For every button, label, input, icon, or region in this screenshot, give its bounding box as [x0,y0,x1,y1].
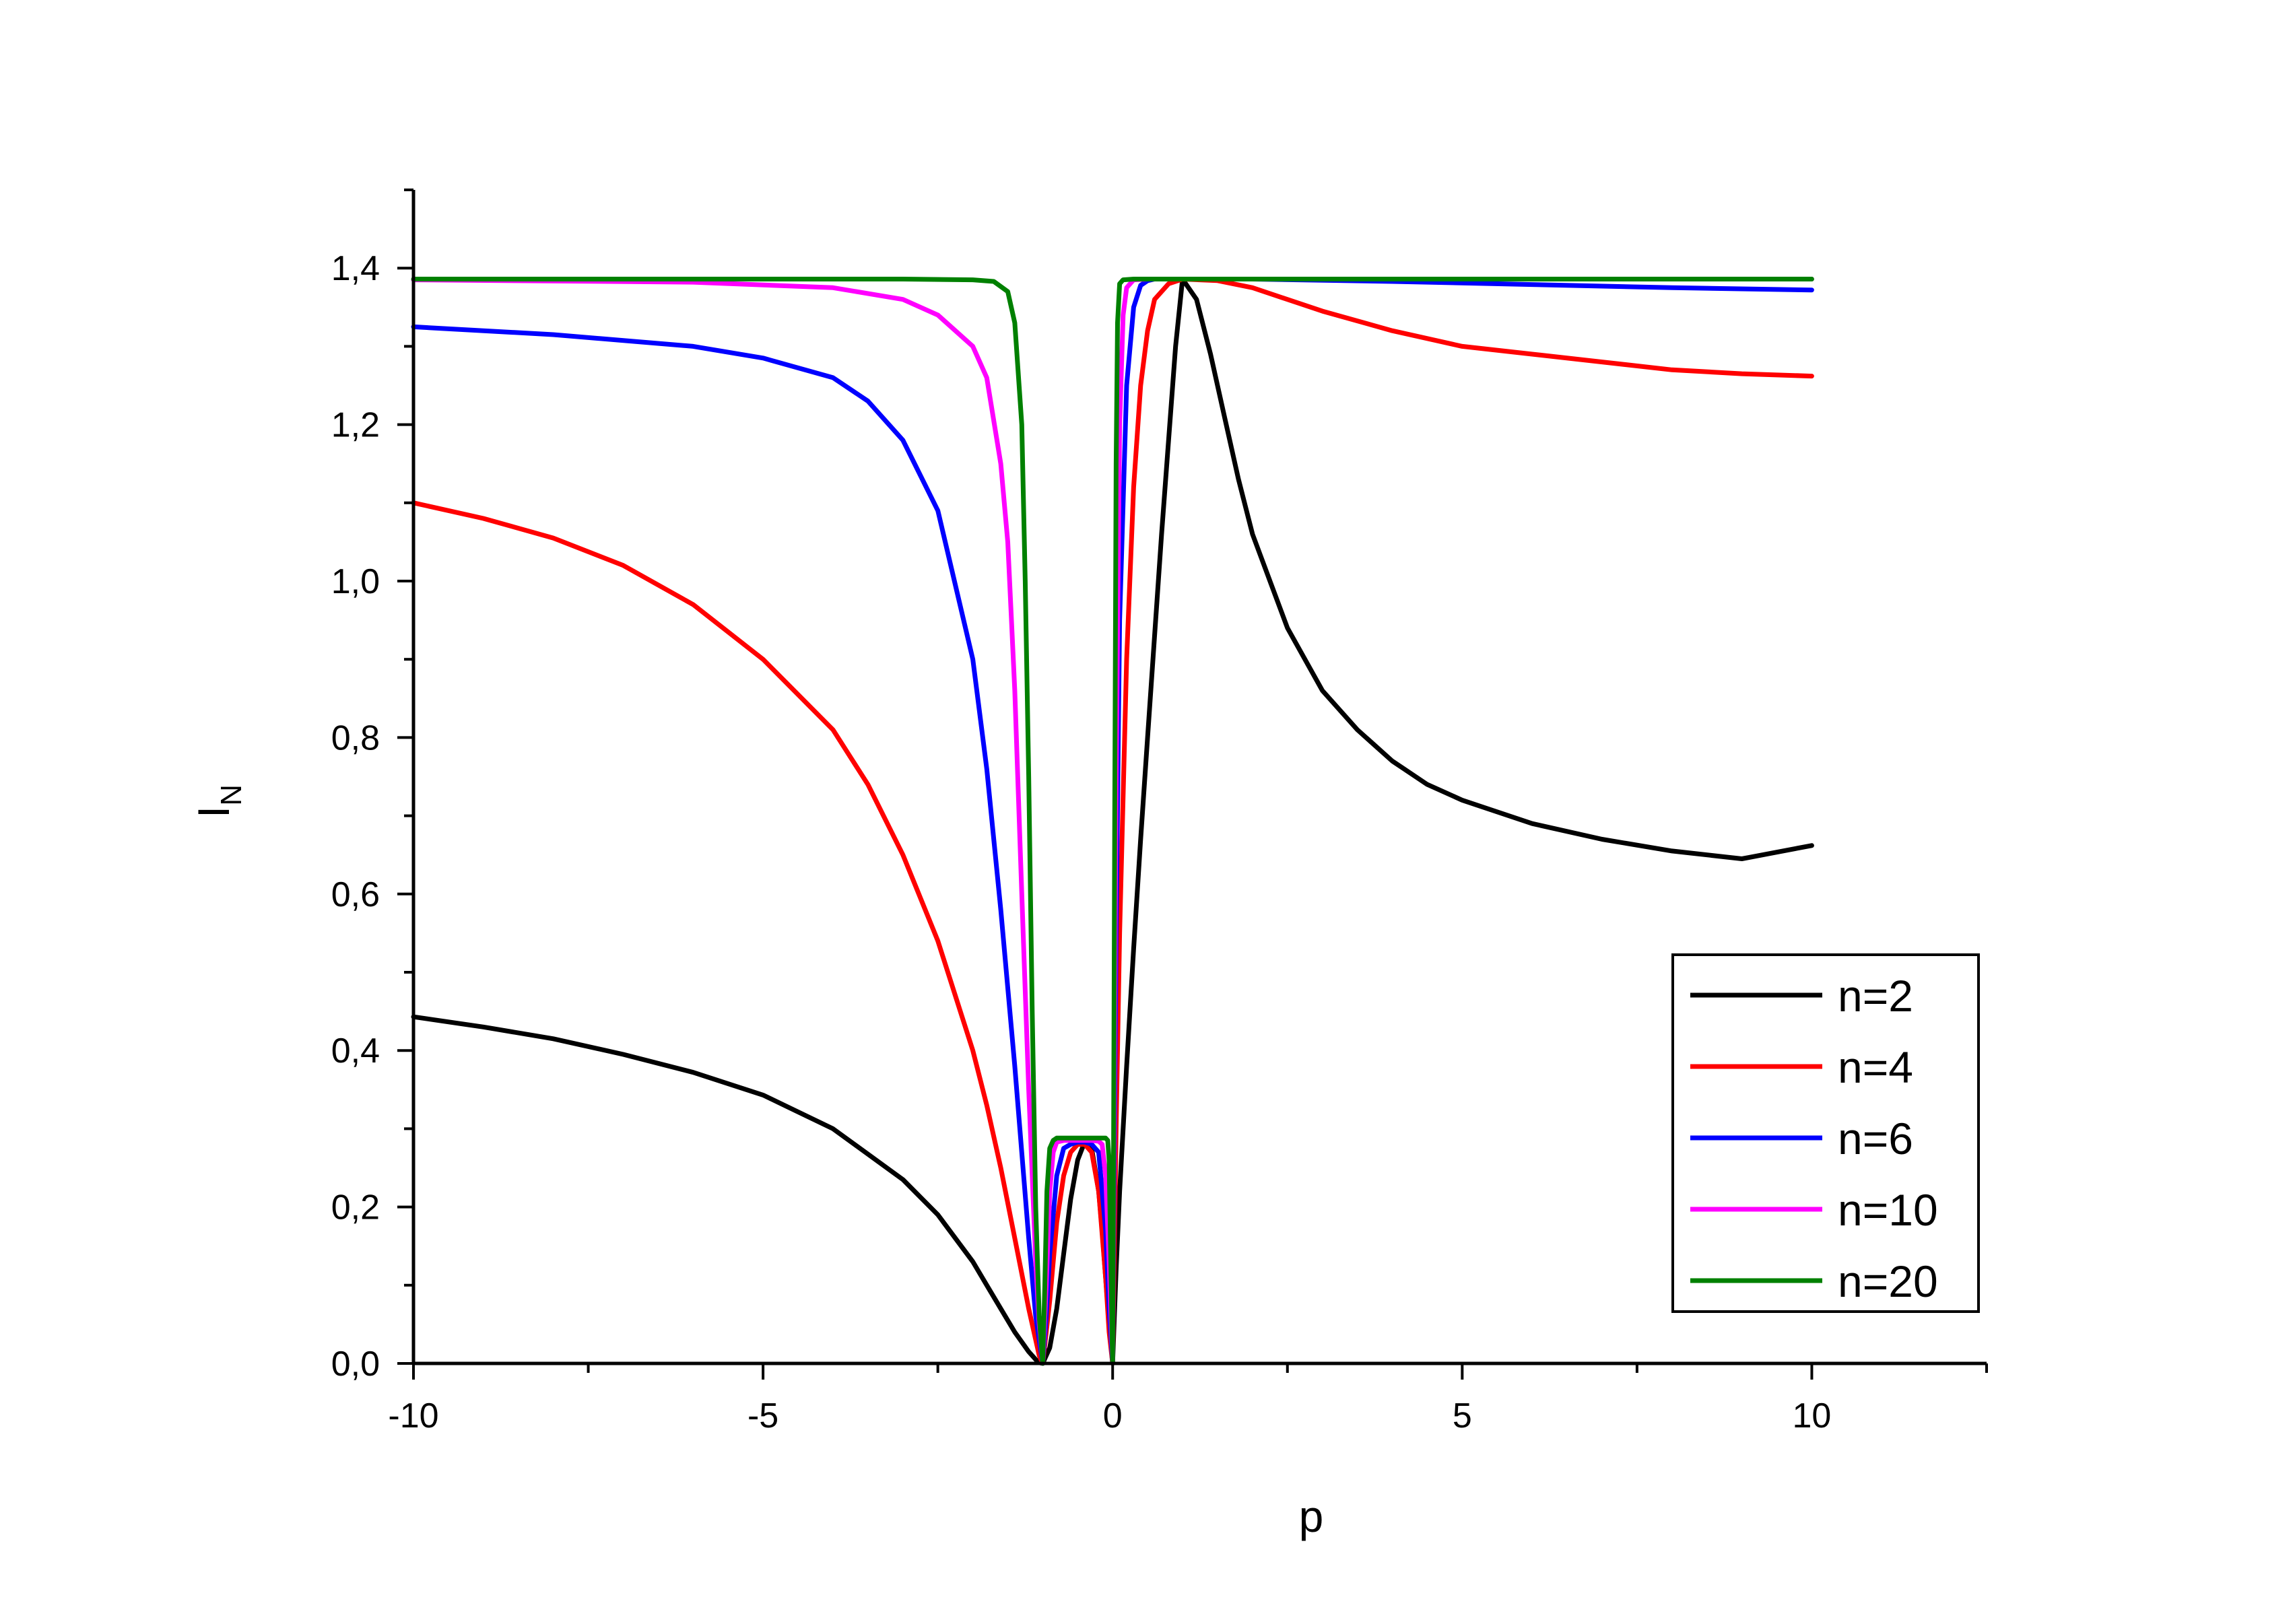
y-tick-label: 0,6 [331,875,380,914]
legend-box [1671,953,1980,1313]
y-tick-label: 1,4 [331,249,380,288]
y-tick-label: 1,2 [331,406,380,445]
x-axis-title: p [1299,1491,1324,1541]
legend-label-n=4: n=4 [1838,1042,1913,1092]
x-tick-label: 5 [1453,1396,1472,1435]
y-tick-label: 0,4 [331,1031,380,1071]
x-tick-label: -5 [747,1396,778,1435]
x-tick-label: -10 [388,1396,438,1435]
legend: n=2 n=4 n=6 n=10 n=20 [1671,953,1980,1313]
series-line-n=4 [411,277,1814,1366]
series-line-n=10 [411,277,1814,1366]
y-axis-title-subscript: N [215,784,248,806]
y-tick-label: 0,8 [331,718,380,757]
x-tick-label: 10 [1793,1396,1832,1435]
axes [397,189,1988,1380]
y-axis-title-main: I [189,806,238,818]
x-tick-label: 0 [1103,1396,1123,1435]
legend-label-n=10: n=10 [1838,1185,1938,1235]
y-tick-label: 0,2 [331,1188,380,1227]
y-tick-label: 0,0 [331,1345,380,1384]
legend-label-n=20: n=20 [1838,1256,1938,1306]
legend-label-n=6: n=6 [1838,1114,1913,1163]
series-line-n=20 [411,277,1814,1366]
plot-lines [411,277,1814,1366]
y-axis-title: IN [189,784,248,818]
legend-label-n=2: n=2 [1838,971,1913,1021]
y-tick-label: 1,0 [331,562,380,601]
tick-labels: -10 -5 0 5 10 0,0 0,2 0,4 0,6 0,8 1,0 1,2 1,4 [331,249,1832,1435]
